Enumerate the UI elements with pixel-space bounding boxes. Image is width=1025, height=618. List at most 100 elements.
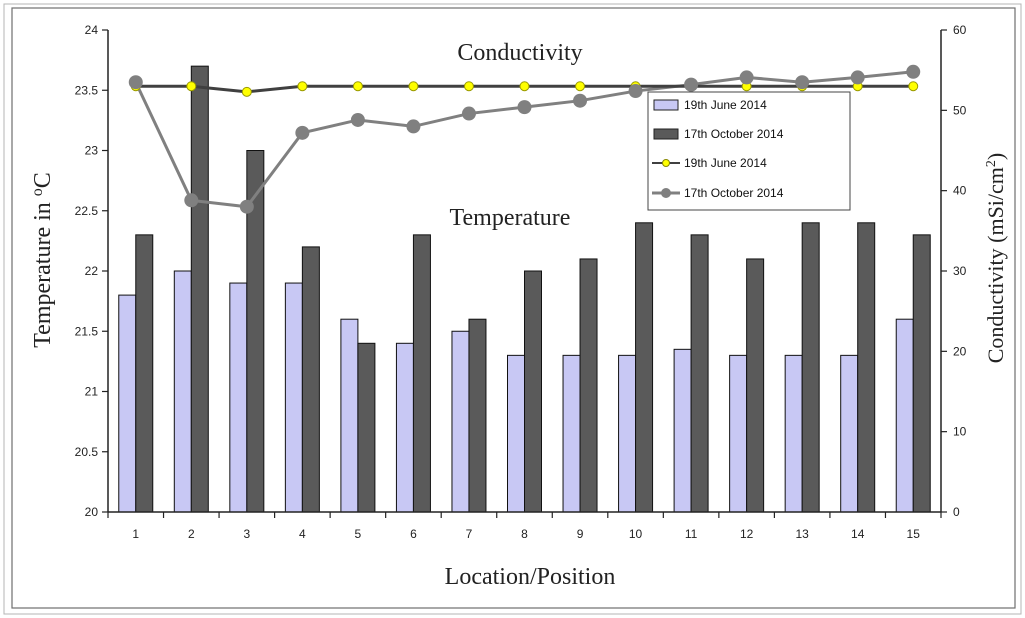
y-left-tick-label: 21 <box>85 385 99 399</box>
y-left-tick-label: 24 <box>85 23 99 37</box>
bar-series1-10 <box>635 222 654 513</box>
point-october-8 <box>517 100 532 115</box>
bar-series0-3 <box>229 282 248 513</box>
lines-layer <box>128 64 921 214</box>
bar-series0-1 <box>118 294 137 513</box>
x-tick-label: 4 <box>299 527 306 541</box>
legend-label-june-line: 19th June 2014 <box>684 156 767 170</box>
bar-series0-9 <box>562 354 581 513</box>
point-june-2 <box>186 81 197 92</box>
y-right-tick-label: 40 <box>953 184 967 198</box>
point-october-10 <box>628 84 643 99</box>
bar-series1-7 <box>468 318 487 513</box>
y-left-tick-label: 21.5 <box>75 324 99 338</box>
bar-series1-4 <box>301 246 320 513</box>
bar-series0-13 <box>784 354 803 513</box>
point-october-11 <box>684 77 699 92</box>
bar-series0-15 <box>895 318 914 513</box>
point-june-9 <box>575 81 586 92</box>
x-tick-label: 5 <box>355 527 362 541</box>
point-october-15 <box>906 64 921 79</box>
y-axis-right-label-sup: 2 <box>984 160 999 167</box>
point-october-3 <box>239 199 254 214</box>
point-june-15 <box>908 81 919 92</box>
bar-series0-6 <box>395 342 414 513</box>
bar-series1-9 <box>579 258 598 513</box>
legend-label-october-bar: 17th October 2014 <box>684 127 784 141</box>
bar-series0-8 <box>507 354 525 513</box>
x-tick-label: 15 <box>907 527 921 541</box>
bar-series0-11 <box>673 348 692 513</box>
x-tick-label: 11 <box>685 527 698 541</box>
y-right-tick-label: 50 <box>953 103 967 117</box>
y-right-tick-label: 0 <box>953 505 960 519</box>
y-right-tick-label: 10 <box>953 425 967 439</box>
point-june-7 <box>463 81 474 92</box>
y-axis-right-label: Conductivity (mSi/cm2) <box>983 153 1008 364</box>
bar-series1-11 <box>690 234 709 513</box>
point-june-8 <box>519 81 530 92</box>
x-tick-label: 12 <box>740 527 754 541</box>
bar-series1-5 <box>357 342 376 513</box>
point-october-1 <box>128 75 143 90</box>
point-october-4 <box>295 125 310 140</box>
bar-series0-4 <box>284 282 303 513</box>
x-tick-label: 2 <box>188 527 195 541</box>
x-tick-label: 10 <box>629 527 643 541</box>
bar-series0-7 <box>451 330 470 513</box>
y-axis-left-label-degree: o <box>29 188 46 196</box>
bar-series0-10 <box>618 354 637 513</box>
y-left-tick-label: 20.5 <box>75 445 99 459</box>
x-tick-label: 13 <box>795 527 809 541</box>
bar-series0-2 <box>173 270 192 513</box>
y-right-tick-label: 30 <box>953 264 967 278</box>
y-right-tick-label: 60 <box>953 23 967 37</box>
y-axis-right-label-end: ) <box>983 153 1008 160</box>
point-october-6 <box>406 119 421 134</box>
legend-label-october-line: 17th October 2014 <box>684 186 784 200</box>
x-tick-label: 1 <box>132 527 139 541</box>
x-tick-label: 8 <box>521 527 528 541</box>
y-left-tick-label: 22 <box>85 264 99 278</box>
point-october-13 <box>795 75 810 90</box>
bar-series1-6 <box>412 234 431 513</box>
point-october-7 <box>461 106 476 121</box>
point-october-9 <box>573 93 588 108</box>
legend-marker-october <box>661 188 671 198</box>
bar-series1-2 <box>190 65 209 513</box>
y-axis-right-label-main: Conductivity (mSi/cm <box>983 167 1008 363</box>
bar-series1-14 <box>857 222 876 513</box>
point-june-5 <box>352 81 363 92</box>
y-right-tick-label: 20 <box>953 344 967 358</box>
annotation-temperature: Temperature <box>450 205 571 231</box>
bars-layer <box>118 65 931 513</box>
y-axis-left-label-main: Temperature in <box>30 196 56 348</box>
point-june-4 <box>297 81 308 92</box>
bar-series1-13 <box>801 222 820 513</box>
bar-series1-15 <box>912 234 931 513</box>
point-october-5 <box>350 112 365 127</box>
bar-series0-12 <box>729 354 748 513</box>
legend-swatch-october-bar <box>653 128 679 140</box>
legend-swatch-june-bar <box>653 99 679 111</box>
bar-series1-8 <box>524 270 542 513</box>
legend-label-june-bar: 19th June 2014 <box>684 98 767 112</box>
legend: 19th June 2014 17th October 2014 19th Ju… <box>647 91 851 211</box>
legend-marker-june <box>662 159 670 167</box>
y-left-tick-label: 22.5 <box>75 204 99 218</box>
bar-series0-14 <box>840 354 859 513</box>
x-tick-label: 14 <box>851 527 865 541</box>
legend-box <box>647 91 851 211</box>
x-tick-label: 7 <box>466 527 473 541</box>
point-october-14 <box>850 70 865 85</box>
y-axis-left-label-unit: C <box>30 172 56 188</box>
x-axis-label: Location/Position <box>445 564 616 590</box>
bar-series1-12 <box>746 258 765 513</box>
point-june-6 <box>408 81 419 92</box>
bar-series0-5 <box>340 318 359 513</box>
bar-series1-1 <box>135 234 154 513</box>
window-border <box>3 3 1022 615</box>
axes-layer: 2020.52121.52222.52323.52401020304050601… <box>75 23 967 541</box>
y-axis-left-label: Temperature in oC <box>29 172 56 348</box>
